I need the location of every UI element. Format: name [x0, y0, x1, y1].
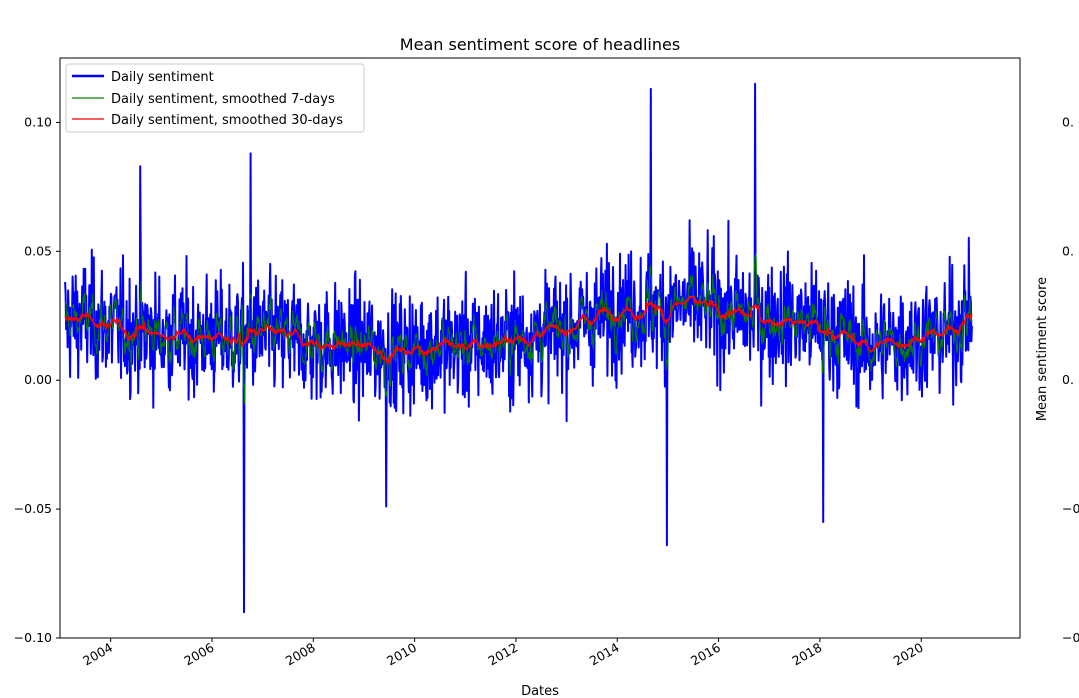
x-tick-label: 2012 — [485, 640, 520, 669]
series-line-30day — [64, 294, 973, 365]
axes-frame — [59, 57, 1021, 639]
y-tick-label: 0.10 — [24, 114, 52, 129]
y-tick-label: 0.00 — [24, 372, 52, 387]
y-tick-label: −0.10 — [14, 630, 52, 645]
right-tick-label: 0. — [1062, 243, 1074, 258]
legend-label-daily: Daily sentiment — [111, 70, 214, 85]
legend-box — [65, 63, 365, 133]
x-tick-label: 2020 — [891, 640, 926, 669]
x-tick-label: 2004 — [80, 640, 115, 669]
x-tick-label: 2008 — [283, 640, 318, 669]
right-tick-label: −0. — [1062, 501, 1079, 516]
y-axis: −0.10 −0.05 0.00 0.05 0.10 — [14, 114, 60, 645]
legend-label-7day: Daily sentiment, smoothed 7-days — [111, 92, 335, 107]
right-axis: Mean sentiment score 0. 0. 0. −0. −0. — [1035, 114, 1079, 645]
x-tick-label: 2010 — [384, 640, 419, 669]
right-axis-label: Mean sentiment score — [1035, 277, 1050, 421]
plot-area — [64, 82, 973, 614]
right-tick-label: 0. — [1062, 114, 1074, 129]
x-axis: 2004 2006 2008 2010 2012 2014 2016 2018 2020 — [80, 638, 926, 669]
legend-label-30day: Daily sentiment, smoothed 30-days — [111, 113, 343, 128]
x-tick-label: 2018 — [789, 640, 824, 669]
x-tick-label: 2014 — [587, 640, 622, 669]
legend: Daily sentiment Daily sentiment, smoothe… — [65, 63, 365, 133]
right-tick-label: 0. — [1062, 372, 1074, 387]
x-tick-label: 2006 — [181, 640, 216, 669]
y-tick-label: −0.05 — [14, 501, 52, 516]
y-tick-label: 0.05 — [24, 243, 52, 258]
x-axis-label: Dates — [521, 684, 559, 698]
right-tick-label: −0. — [1062, 630, 1079, 645]
x-tick-label: 2016 — [688, 640, 723, 669]
chart-title: Mean sentiment score of headlines — [400, 35, 680, 54]
